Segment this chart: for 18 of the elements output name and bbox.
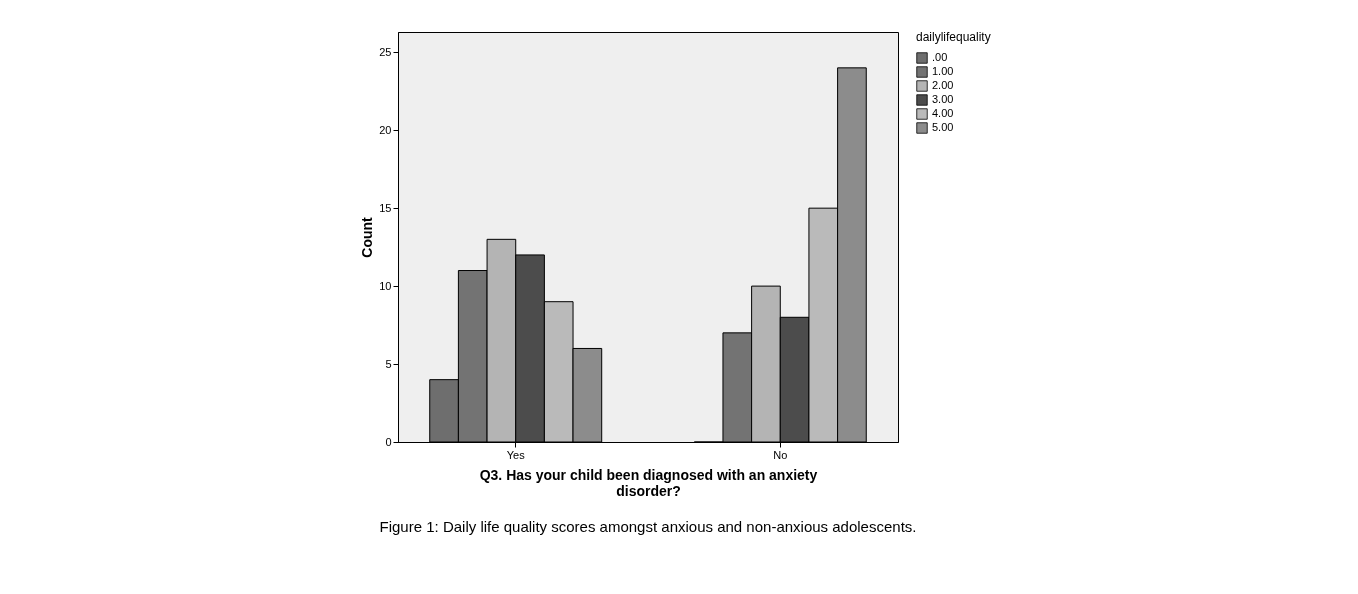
legend-label: 5.00 (932, 121, 954, 133)
y-tick-label: 25 (379, 45, 392, 58)
y-tick-label: 20 (379, 123, 392, 136)
y-axis-title: Count (359, 216, 376, 258)
x-axis-title: Q3. Has your child been diagnosed with an anxiety disorder? (479, 466, 818, 499)
legend-title: dailylifequality (916, 30, 991, 44)
y-tick-label: 15 (379, 201, 392, 214)
x-tick-label: No (773, 448, 788, 461)
caption: Figure 1: Daily life quality scores amongst anxious and non-anxious adolescents. (379, 518, 917, 535)
legend-label: 4.00 (932, 107, 954, 119)
legend-label: 3.00 (932, 93, 954, 105)
x-tick-label: Yes (506, 448, 526, 461)
legend-label: 1.00 (932, 65, 954, 77)
legend-label: .00 (932, 51, 948, 63)
legend-label: 2.00 (932, 79, 954, 91)
y-tick-label: 0 (385, 435, 392, 448)
y-tick-label: 5 (385, 357, 392, 370)
y-tick-label: 10 (379, 279, 392, 292)
